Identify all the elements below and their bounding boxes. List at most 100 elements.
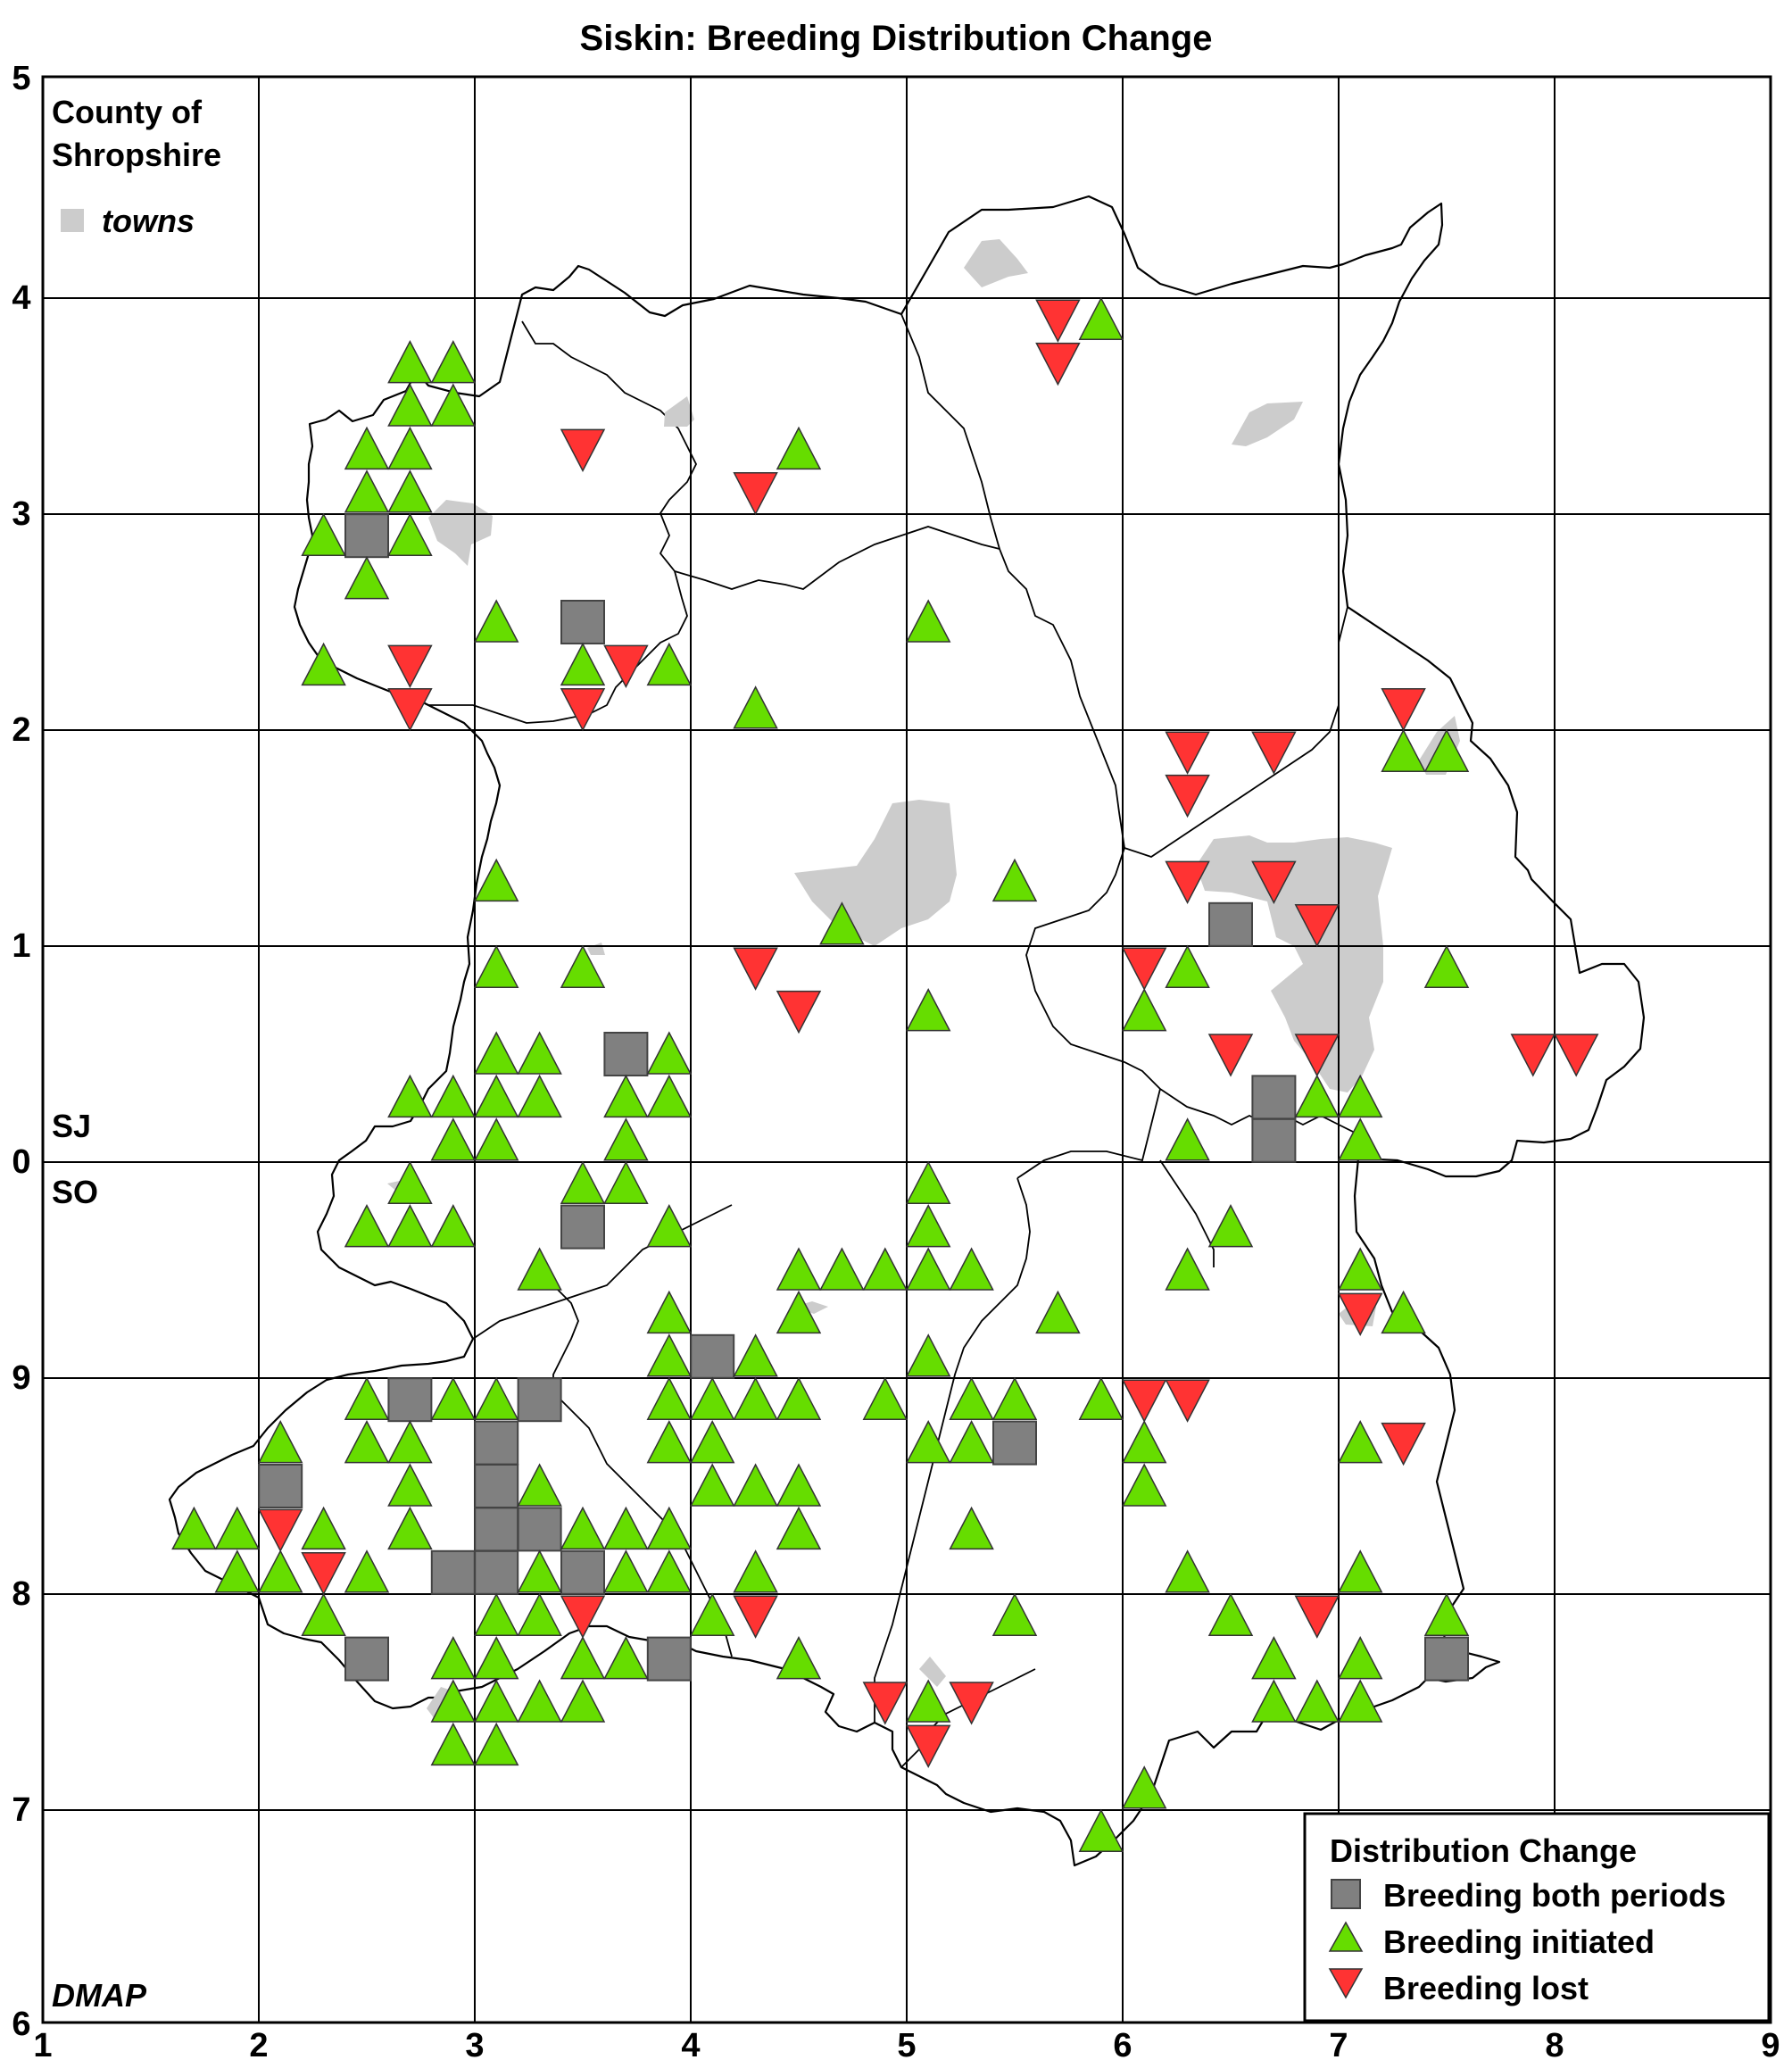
marker-breeding-initiated (473, 599, 519, 643)
marker-breeding-initiated (1423, 944, 1470, 988)
marker-breeding-initiated (387, 1463, 433, 1507)
marker-breeding-initiated (1035, 1290, 1081, 1334)
marker-breeding-initiated (1207, 1592, 1254, 1636)
marker-breeding-initiated (991, 858, 1038, 902)
marker-breeding-initiated (430, 339, 477, 384)
grid-lines (43, 77, 1771, 2023)
marker-breeding-initiated (517, 1592, 562, 1636)
y-tick-label: 8 (12, 1575, 30, 1613)
marker-breeding-initiated (301, 1506, 346, 1550)
marker-breeding-initiated (473, 1635, 519, 1680)
marker-breeding-initiated (473, 1376, 519, 1420)
map-title: Siskin: Breeding Distribution Change (580, 19, 1213, 58)
marker-breeding-lost (603, 644, 649, 689)
marker-breeding-initiated (949, 1506, 994, 1550)
marker-breeding-initiated (603, 1506, 649, 1550)
marker-breeding-lost (1165, 731, 1210, 775)
marker-breeding-initiated (387, 1506, 433, 1550)
town-area (1232, 402, 1303, 446)
marker-breeding-initiated (689, 1376, 735, 1420)
marker-breeding-lost (1035, 299, 1081, 343)
y-tick-label: 3 (12, 495, 30, 533)
legend-label-lost: Breeding lost (1383, 1970, 1589, 2006)
marker-breeding-initiated (473, 1679, 519, 1723)
marker-breeding-initiated (603, 1074, 649, 1118)
marker-breeding-initiated (776, 1376, 822, 1420)
marker-breeding-initiated (344, 1419, 390, 1464)
marker-breeding-initiated (905, 1203, 951, 1248)
grid-label-so: SO (52, 1174, 98, 1210)
marker-breeding-lost (862, 1682, 908, 1725)
towns-key-swatch (61, 209, 84, 232)
marker-breeding-initiated (430, 1074, 477, 1118)
marker-breeding-initiated (733, 685, 778, 729)
y-axis-ticks: 5 4 3 2 1 0 9 8 7 6 (12, 60, 30, 2043)
marker-breeding-lost (733, 947, 778, 991)
marker-breeding-initiated (991, 1592, 1038, 1636)
marker-breeding-lost (387, 688, 433, 732)
marker-breeding-initiated (387, 1203, 433, 1248)
marker-breeding-both (517, 1507, 562, 1552)
marker-breeding-lost (1381, 688, 1426, 732)
marker-breeding-initiated (560, 1160, 606, 1204)
marker-breeding-lost (1035, 342, 1081, 386)
y-tick-label: 2 (12, 711, 30, 749)
marker-breeding-lost (560, 428, 606, 473)
marker-breeding-lost (387, 644, 433, 689)
marker-breeding-initiated (1121, 1765, 1167, 1809)
marker-breeding-initiated (171, 1506, 217, 1550)
marker-breeding-initiated (689, 1463, 735, 1507)
marker-breeding-lost (1121, 1379, 1167, 1423)
marker-breeding-initiated (776, 1635, 822, 1680)
marker-breeding-lost (733, 1595, 778, 1639)
marker-breeding-initiated (1251, 1679, 1297, 1723)
marker-breeding-lost (1510, 1034, 1556, 1077)
marker-breeding-both (1424, 1636, 1469, 1682)
legend-label-initiated: Breeding initiated (1383, 1923, 1655, 1960)
marker-breeding-initiated (1165, 1247, 1210, 1291)
y-tick-label: 0 (12, 1143, 30, 1181)
marker-breeding-initiated (862, 1247, 908, 1291)
marker-breeding-initiated (430, 1679, 477, 1723)
x-tick-label: 3 (465, 2027, 484, 2060)
x-tick-label: 9 (1761, 2027, 1780, 2060)
marker-breeding-initiated (1121, 987, 1167, 1032)
marker-breeding-lost (1251, 731, 1297, 775)
marker-breeding-initiated (905, 1419, 951, 1464)
marker-breeding-both (430, 1549, 476, 1595)
marker-breeding-both (387, 1377, 433, 1423)
marker-breeding-initiated (689, 1419, 735, 1464)
marker-breeding-initiated (776, 426, 822, 470)
marker-breeding-initiated (1251, 1635, 1297, 1680)
marker-breeding-initiated (1337, 1247, 1383, 1291)
marker-breeding-initiated (560, 944, 606, 988)
marker-breeding-initiated (1381, 728, 1426, 772)
town-area (964, 239, 1028, 287)
marker-breeding-initiated (301, 1592, 346, 1636)
marker-breeding-initiated (646, 1074, 693, 1118)
marker-breeding-initiated (1294, 1679, 1340, 1723)
marker-breeding-lost (257, 1508, 303, 1553)
towns-key-label: towns (102, 203, 195, 239)
marker-breeding-initiated (905, 1679, 951, 1723)
marker-breeding-initiated (733, 1549, 778, 1593)
x-tick-label: 2 (249, 2027, 268, 2060)
marker-breeding-lost (1294, 904, 1340, 948)
marker-breeding-initiated (473, 944, 519, 988)
marker-breeding-initiated (473, 1722, 519, 1766)
marker-breeding-initiated (560, 1506, 606, 1550)
x-tick-label: 6 (1113, 2027, 1132, 2060)
marker-breeding-initiated (905, 1247, 951, 1291)
marker-breeding-lost (1553, 1034, 1599, 1077)
marker-breeding-initiated (430, 1117, 477, 1161)
marker-breeding-initiated (430, 1376, 477, 1420)
marker-breeding-initiated (949, 1419, 994, 1464)
marker-breeding-initiated (1121, 1463, 1167, 1507)
marker-breeding-initiated (387, 426, 433, 470)
x-tick-label: 8 (1545, 2027, 1564, 2060)
marker-breeding-initiated (430, 1722, 477, 1766)
marker-breeding-initiated (646, 1031, 693, 1075)
marker-breeding-initiated (344, 1203, 390, 1248)
marker-breeding-initiated (646, 642, 693, 686)
town-area (664, 396, 694, 427)
